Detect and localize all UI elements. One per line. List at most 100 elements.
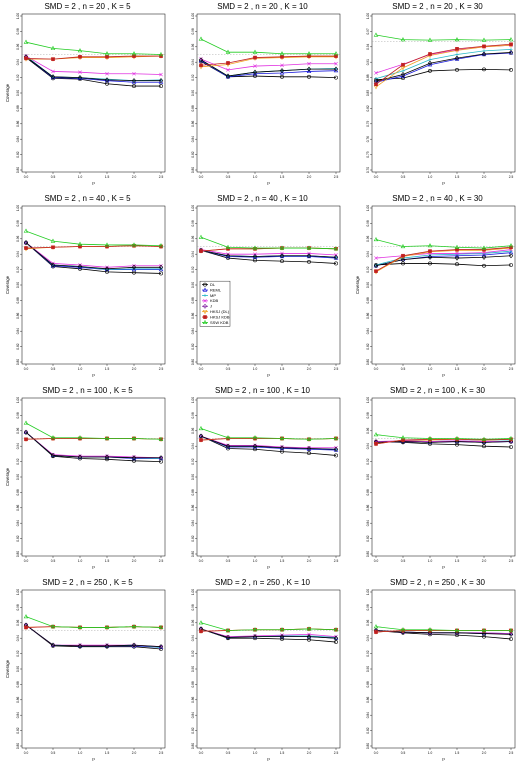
x-tick-label: 2.5 [509,559,514,563]
data-point [427,435,433,441]
y-tick-label: 0.98 [191,604,195,610]
data-point [509,637,513,641]
series-j [198,57,339,79]
series-line [25,624,162,648]
x-tick-label: 0.5 [51,751,56,755]
data-point [24,56,28,61]
x-tick-label: 2.0 [132,751,137,755]
y-tick-label: 1.00 [366,397,370,403]
y-tick-label: 0.80 [191,167,195,173]
data-point [334,261,338,266]
y-tick-label: 0.90 [16,474,20,480]
x-tick-label: 0.5 [226,367,231,371]
data-point [225,443,231,449]
x-tick-label: 0.0 [374,175,379,179]
y-tick-label: 0.82 [191,151,195,157]
y-tick-label: 0.97 [366,28,370,34]
data-point [23,240,29,246]
series-line [25,616,162,628]
series-line [25,55,162,82]
data-point [77,241,83,246]
series-line [200,628,337,638]
series-j [23,429,164,461]
plot-frame [371,589,516,749]
y-tick-label: 0.88 [366,489,370,495]
series-line [200,435,337,450]
y-tick-label: 1.00 [16,205,20,211]
y-tick-label: 0.82 [16,343,20,349]
y-tick-label: 0.94 [16,635,20,641]
data-point [104,51,110,56]
data-point [454,37,460,42]
data-point [23,614,29,619]
x-tick-label: 1.5 [280,175,285,179]
series-mp [24,430,163,461]
plot-frame [196,589,341,749]
data-point [131,78,137,84]
series-line [25,422,162,440]
y-tick-label: 0.92 [191,266,195,272]
y-tick-label: 1.00 [366,589,370,595]
y-tick-label: 0.92 [191,74,195,80]
series-line [375,263,512,267]
data-point [159,271,163,276]
y-tick-label: 0.96 [366,427,370,433]
data-point [77,435,83,440]
series-j [23,240,164,272]
y-axis-label: Coverage [355,275,360,294]
series-line [200,435,337,451]
data-point [279,245,285,250]
y-tick-label: 0.86 [16,696,20,702]
chart-panel: SMD = 2 , n = 20 , K = 30 0.70 0.73 0.76 0.7… [350,0,525,192]
x-tick-label: 2.5 [334,367,339,371]
x-tick-label: 1.0 [253,559,258,563]
data-point [509,68,513,72]
data-point [252,245,258,250]
y-tick-label: 0.90 [191,666,195,672]
x-tick-label: 1.5 [105,559,110,563]
y-tick-label: 0.90 [366,282,370,288]
y-tick-label: 0.84 [191,328,195,334]
data-point [428,69,432,73]
data-point [481,51,487,57]
data-point [51,57,55,61]
x-axis-label: τ² [442,181,446,186]
y-tick-label: 0.96 [16,619,20,625]
y-tick-label: 0.86 [191,312,195,318]
y-tick-label: 0.88 [191,489,195,495]
series-line [25,624,162,648]
y-tick-label: 0.94 [191,635,195,641]
data-point [333,446,339,452]
y-tick-label: 0.80 [191,743,195,749]
series-ssw-kdb [198,620,339,633]
series-kdb [199,57,338,72]
data-point [400,37,406,42]
data-point [374,442,378,446]
y-tick-label: 0.96 [16,235,20,241]
data-point [199,629,203,634]
data-point [104,266,110,272]
data-point [78,55,82,59]
data-point [482,44,486,49]
series-line [375,249,512,259]
series-line [25,56,161,83]
x-axis-label: τ² [92,181,96,186]
legend-label: SSW KDB [210,320,229,325]
data-point [253,64,257,68]
data-point [306,445,312,452]
x-tick-label: 2.0 [132,175,137,179]
series-line [25,624,162,648]
series-line [375,68,512,81]
plot-frame [21,205,166,365]
legend-marker [202,287,208,292]
data-point [198,36,204,41]
x-tick-label: 0.5 [226,559,231,563]
y-tick-label: 0.90 [16,282,20,288]
panel-title: SMD = 2 , n = 40 , K = 5 [44,194,131,203]
x-tick-label: 1.0 [428,367,433,371]
data-point [158,267,164,272]
series-ssw-kdb [198,234,339,251]
series-hksj-kdb [374,437,513,446]
y-tick-label: 0.96 [191,235,195,241]
y-tick-label: 0.86 [16,504,20,510]
